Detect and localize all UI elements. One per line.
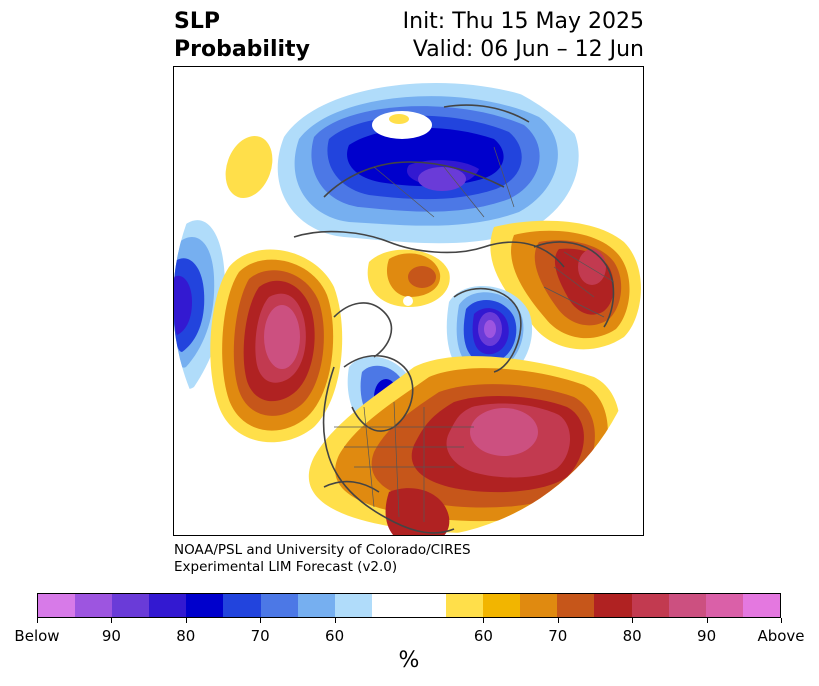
colorbar-tick-mark xyxy=(632,618,634,623)
credit-line-2: Experimental LIM Forecast (v2.0) xyxy=(174,559,398,575)
colorbar-swatch xyxy=(705,594,743,617)
colorbar-tick-mark xyxy=(260,618,262,623)
variable-label: SLP xyxy=(174,9,220,34)
colorbar-tick-label: 90 xyxy=(697,627,717,645)
colorbar-swatch xyxy=(38,594,76,617)
colorbar-swatch xyxy=(223,594,261,617)
colorbar-swatch xyxy=(371,594,409,617)
colorbar-tick-label: 60 xyxy=(473,627,493,645)
colorbar-swatch xyxy=(75,594,113,617)
probability-map xyxy=(174,67,643,535)
colorbar-tick-label: 90 xyxy=(101,627,121,645)
colorbar-tick-mark xyxy=(557,618,559,623)
map-panel xyxy=(173,66,644,536)
valid-period-label: Valid: 06 Jun – 12 Jun xyxy=(412,37,644,62)
colorbar-swatch xyxy=(520,594,558,617)
colorbar-tick-mark xyxy=(781,618,782,623)
colorbar-tick-mark xyxy=(706,618,708,623)
credit-line-1: NOAA/PSL and University of Colorado/CIRE… xyxy=(174,542,471,558)
colorbar-tick-mark xyxy=(111,618,113,623)
colorbar-swatch xyxy=(446,594,484,617)
colorbar-swatch xyxy=(742,594,780,617)
colorbar-swatch xyxy=(334,594,372,617)
colorbar-swatch xyxy=(297,594,335,617)
colorbar-tick-mark xyxy=(483,618,485,623)
colorbar-swatch xyxy=(186,594,224,617)
colorbar-tick-label: 80 xyxy=(622,627,642,645)
init-date-label: Init: Thu 15 May 2025 xyxy=(402,9,644,34)
colorbar-swatch xyxy=(408,594,447,617)
colorbar-tick-label: Below xyxy=(14,627,60,645)
colorbar-unit-label: % xyxy=(398,648,420,673)
colorbar-tick-label: 70 xyxy=(250,627,270,645)
colorbar-tick-label: 80 xyxy=(176,627,196,645)
colorbar-tick-label: Above xyxy=(757,627,805,645)
colorbar-swatch xyxy=(594,594,632,617)
chart-title-left: SLP Probability xyxy=(174,8,310,64)
colorbar-tick-label: 70 xyxy=(548,627,568,645)
colorbar-swatch xyxy=(668,594,706,617)
colorbar-swatch xyxy=(483,594,521,617)
colorbar xyxy=(37,593,781,618)
colorbar-tick-mark xyxy=(334,618,336,623)
colorbar-swatch xyxy=(149,594,187,617)
field-type-label: Probability xyxy=(174,37,310,62)
coastlines xyxy=(293,104,615,534)
colorbar-swatch xyxy=(557,594,595,617)
colorbar-swatch xyxy=(260,594,298,617)
credit-text: NOAA/PSL and University of Colorado/CIRE… xyxy=(174,542,471,576)
chart-title-right: Init: Thu 15 May 2025 Valid: 06 Jun – 12… xyxy=(403,8,644,64)
colorbar-tick-label: 60 xyxy=(325,627,345,645)
borders xyxy=(334,146,615,522)
colorbar-swatch xyxy=(112,594,150,617)
colorbar-swatch xyxy=(631,594,669,617)
colorbar-tick-mark xyxy=(37,618,38,623)
colorbar-tick-mark xyxy=(185,618,187,623)
